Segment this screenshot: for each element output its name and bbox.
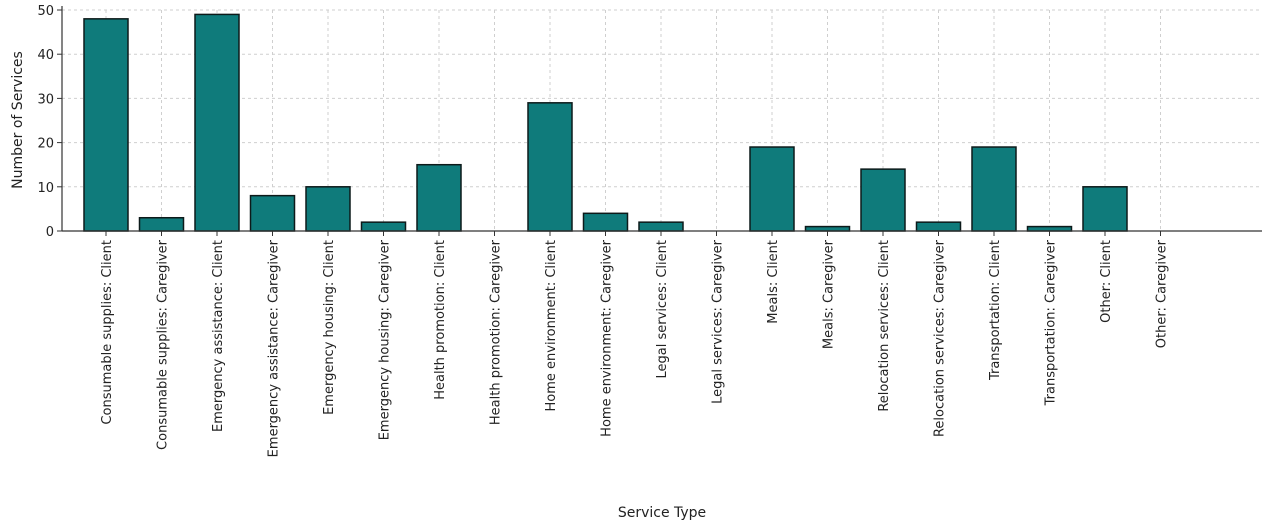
bar (194, 13, 240, 232)
x-tick-label: Consumable supplies: Caregiver (156, 239, 171, 450)
x-tick-label: Emergency housing: Caregiver (378, 239, 393, 440)
bar (971, 146, 1017, 232)
bar (860, 168, 906, 232)
y-tick-label: 30 (37, 92, 54, 107)
x-tick-label: Health promotion: Caregiver (489, 239, 504, 425)
x-tick-label: Meals: Client (766, 240, 781, 324)
x-axis-title: Service Type (618, 505, 706, 521)
x-tick-label: Other: Client (1099, 240, 1114, 323)
bar (1082, 186, 1128, 232)
x-tick-label: Relocation services: Client (877, 240, 892, 412)
y-tick-label: 20 (37, 137, 54, 152)
y-axis-title: Number of Services (10, 51, 26, 189)
y-tick-label: 10 (37, 181, 54, 196)
x-tick-label: Emergency assistance: Client (211, 240, 226, 432)
bar (638, 221, 684, 232)
bar (582, 212, 629, 232)
bar (249, 194, 296, 232)
x-tick-label: Transportation: Caregiver (1044, 239, 1059, 406)
x-tick-label: Relocation services: Caregiver (933, 239, 948, 437)
bar (360, 221, 407, 232)
x-tick-label: Home environment: Client (544, 240, 559, 411)
x-tick-label: Meals: Caregiver (822, 239, 837, 349)
x-tick-label: Other: Caregiver (1155, 239, 1170, 348)
x-tick-label: Consumable supplies: Client (100, 240, 115, 425)
bar (804, 225, 851, 232)
y-tick-labels: 0 10 20 30 40 50 (37, 4, 54, 240)
axes (57, 6, 1262, 236)
bar (138, 216, 185, 232)
x-tick-label: Home environment: Caregiver (600, 239, 615, 436)
bar (305, 186, 351, 232)
bar (1026, 225, 1073, 232)
bars (83, 13, 1128, 232)
bar (416, 163, 462, 232)
x-tick-label: Legal services: Caregiver (711, 239, 726, 403)
y-tick-label: 40 (37, 48, 54, 63)
x-tick-label: Emergency housing: Client (322, 240, 337, 415)
bar (749, 146, 795, 232)
grid-lines (62, 9, 1262, 232)
y-tick-label: 0 (46, 225, 54, 240)
y-tick-label: 50 (37, 4, 54, 19)
x-tick-label: Health promotion: Client (433, 240, 448, 400)
x-tick-label: Legal services: Client (655, 240, 670, 378)
x-tick-label: Emergency assistance: Caregiver (267, 239, 282, 457)
bar (83, 18, 129, 232)
bar (915, 221, 962, 232)
bar (527, 102, 573, 232)
x-tick-label: Transportation: Client (988, 240, 1003, 381)
x-tick-labels: Consumable supplies: Client Consumable su… (100, 239, 1170, 457)
